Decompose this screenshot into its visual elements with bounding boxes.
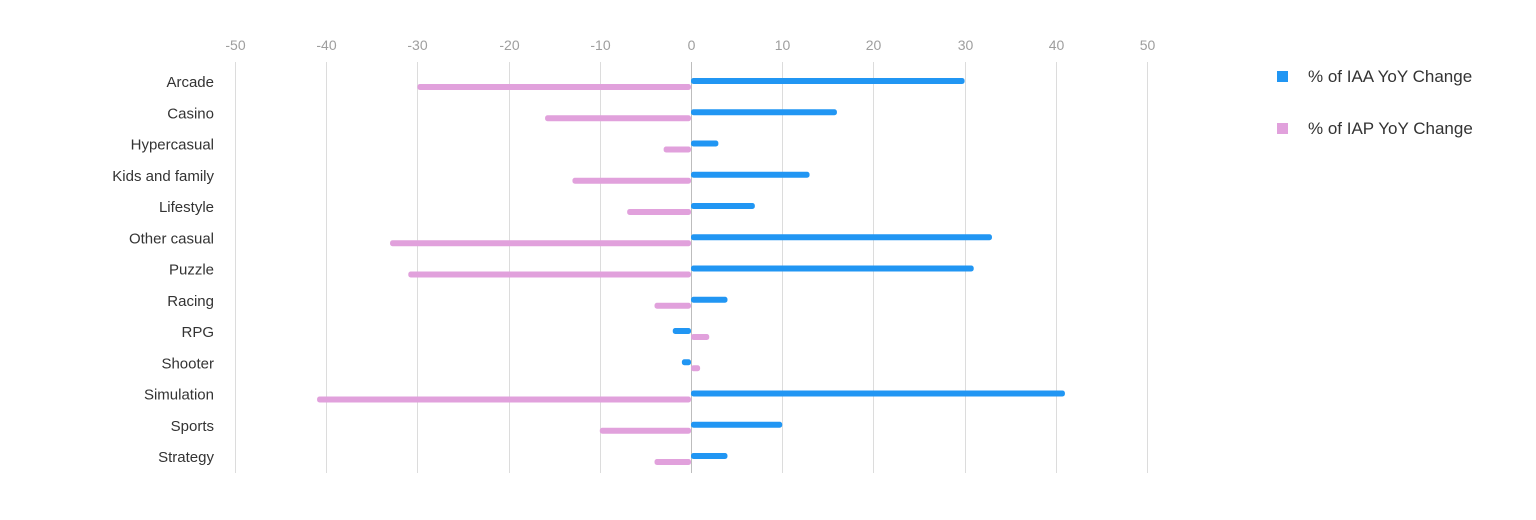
y-axis-categories: Arcade Casino Hypercasual Kids and family Li… [112, 74, 214, 466]
bar-iaa[interactable] [691, 390, 1065, 397]
x-tick-label: 30 [958, 37, 974, 53]
x-tick-label: -20 [499, 37, 519, 53]
bar-iap[interactable] [408, 271, 691, 278]
x-tick-label: 50 [1140, 37, 1156, 53]
bar-iaa[interactable] [691, 453, 728, 459]
legend-swatch [1277, 71, 1288, 82]
x-tick-label: -30 [407, 37, 427, 53]
x-tick-label: -10 [590, 37, 610, 53]
x-tick-label: 40 [1049, 37, 1065, 53]
bar-iaa[interactable] [691, 78, 965, 84]
bar-iap[interactable] [627, 209, 691, 215]
bars [317, 78, 1065, 465]
bar-iap[interactable] [317, 396, 691, 403]
bar-iap[interactable] [417, 84, 691, 90]
x-tick-label: -40 [316, 37, 336, 53]
x-tick-label: -50 [225, 37, 245, 53]
bar-iaa[interactable] [691, 140, 719, 147]
x-axis-ticks: -50 -40 -30 -20 -10 0 10 20 30 40 50 [225, 37, 1155, 53]
bar-iaa[interactable] [691, 171, 810, 178]
bar-iap[interactable] [545, 115, 691, 122]
bar-iaa[interactable] [681, 359, 691, 366]
category-label: Other casual [129, 230, 214, 247]
bar-iap[interactable] [572, 177, 691, 184]
category-label: Lifestyle [159, 199, 214, 216]
x-tick-label: 0 [688, 37, 696, 53]
bar-iaa[interactable] [672, 328, 691, 334]
category-label: Puzzle [169, 262, 214, 279]
legend-label[interactable]: % of IAA YoY Change [1308, 67, 1472, 86]
category-label: Strategy [158, 449, 214, 466]
category-label: Shooter [161, 355, 214, 372]
bar-iaa[interactable] [691, 109, 837, 116]
bar-iap[interactable] [663, 146, 691, 153]
bar-iap[interactable] [691, 365, 701, 372]
category-label: RPG [181, 324, 214, 341]
bar-iap[interactable] [390, 240, 691, 247]
bar-iaa[interactable] [691, 234, 992, 241]
x-tick-label: 20 [866, 37, 882, 53]
bar-iap[interactable] [691, 334, 710, 340]
category-label: Simulation [144, 387, 214, 404]
category-label: Hypercasual [131, 137, 214, 154]
bar-iap[interactable] [599, 427, 691, 434]
legend[interactable]: % of IAA YoY Change % of IAP YoY Change [1277, 67, 1473, 138]
legend-label[interactable]: % of IAP YoY Change [1308, 119, 1473, 138]
bar-iaa[interactable] [691, 296, 728, 303]
x-tick-label: 10 [775, 37, 791, 53]
category-label: Sports [171, 418, 214, 435]
bar-iap[interactable] [654, 459, 691, 465]
category-label: Racing [167, 293, 214, 310]
bar-iaa[interactable] [691, 203, 755, 209]
category-label: Kids and family [112, 168, 214, 185]
category-label: Casino [167, 105, 214, 122]
category-label: Arcade [166, 74, 214, 91]
bar-iaa[interactable] [691, 265, 974, 272]
bar-iap[interactable] [654, 302, 691, 309]
legend-swatch [1277, 123, 1288, 134]
bar-iaa[interactable] [691, 421, 783, 428]
